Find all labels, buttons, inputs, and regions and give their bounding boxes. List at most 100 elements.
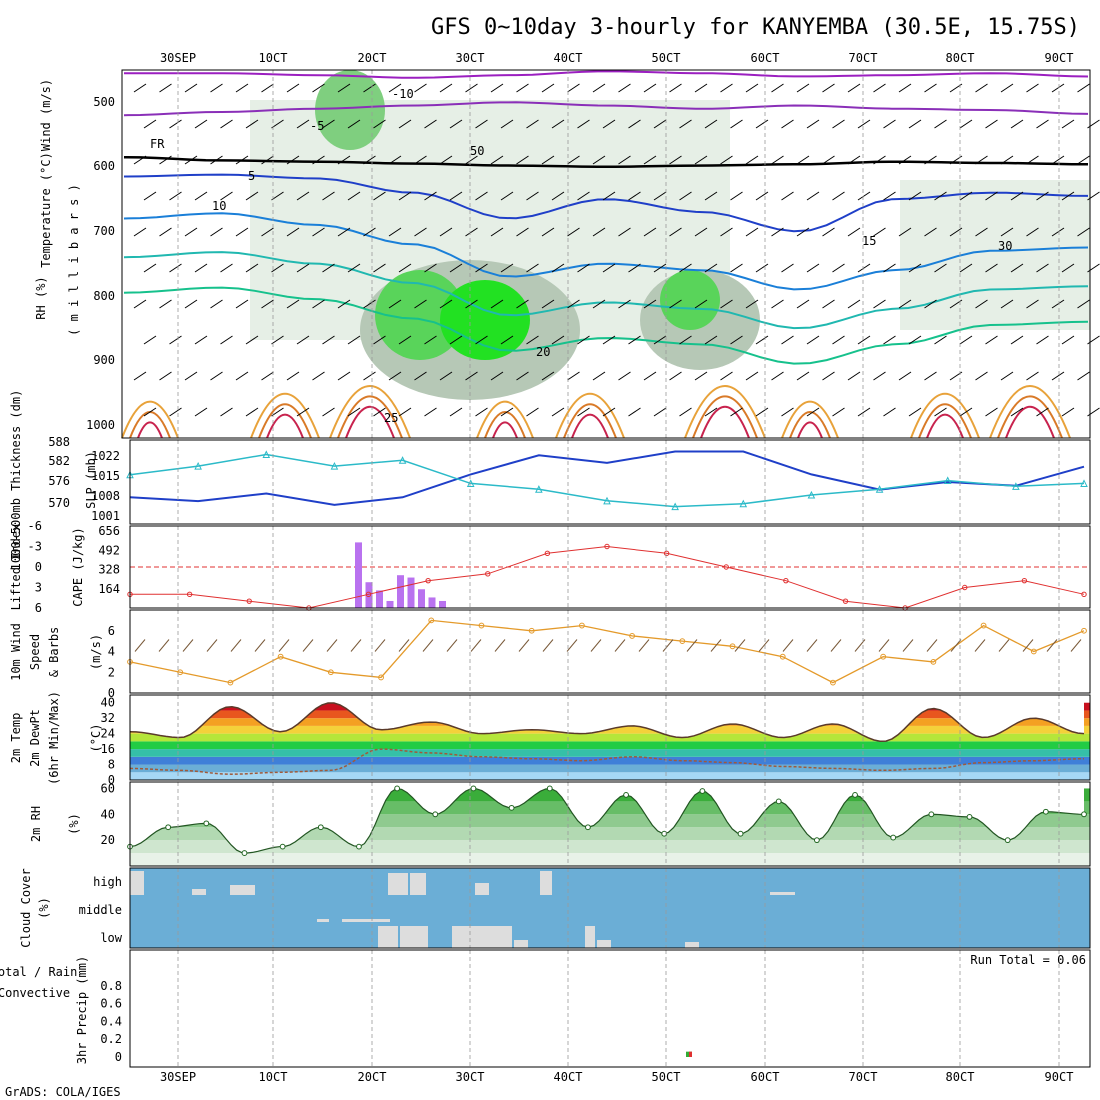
wind-barb	[261, 155, 274, 165]
wind-speed-point	[327, 669, 334, 676]
wind-barb	[541, 83, 555, 93]
wind-barb	[398, 263, 412, 273]
wind-barb	[771, 371, 784, 381]
wind-speed-axis-label: Speed	[28, 634, 42, 670]
wind-barb	[398, 191, 412, 201]
temp-tick: 0	[108, 773, 115, 787]
wind-barb	[194, 335, 208, 345]
wind-barb-10m	[758, 639, 770, 652]
wind-barb	[1051, 155, 1065, 165]
x-tick-top: 60CT	[751, 51, 780, 65]
wind-barb	[883, 263, 896, 273]
wind-barb	[220, 335, 233, 345]
contour-label: 25	[384, 411, 398, 425]
cape-bar	[407, 577, 415, 608]
wind-barb	[337, 371, 351, 381]
wind-barb	[934, 407, 947, 417]
lifted-index-point	[604, 543, 610, 550]
wind-barb-10m	[350, 639, 362, 652]
wind-barb	[245, 263, 259, 273]
isotherm-ten	[123, 212, 1089, 291]
lifted-index-point	[186, 591, 193, 598]
wind-barb	[694, 227, 708, 237]
x-tick-bottom: 10CT	[259, 1070, 288, 1084]
wind-barb	[133, 155, 147, 165]
wind-barb	[1051, 83, 1065, 93]
wind-barb	[235, 83, 249, 93]
temp-mask	[130, 695, 1084, 742]
wind-barb	[745, 371, 759, 381]
wind-barb	[465, 299, 478, 309]
rh2m-axis-label: 2m RH	[29, 806, 43, 842]
wind-barb	[312, 371, 325, 381]
wind-speed-point	[779, 653, 786, 660]
wind-barb	[235, 155, 249, 165]
wind-barb	[781, 335, 794, 345]
lifted-index-point	[723, 564, 729, 570]
wind-barb	[653, 263, 667, 273]
wind-barb	[806, 263, 820, 273]
contour-label: 20	[536, 345, 550, 359]
rh-point	[1042, 808, 1049, 815]
slp-marker	[603, 496, 611, 505]
wind-speed-point	[378, 674, 384, 681]
isotherm-surface	[918, 403, 972, 439]
wind-barb	[169, 191, 182, 201]
wind-barb	[1061, 119, 1075, 129]
wind-barb-10m	[302, 639, 314, 652]
wind-barb	[1036, 335, 1049, 345]
isotherm-surface	[989, 385, 1071, 439]
wind-barb	[1010, 191, 1024, 201]
wind-barb	[898, 83, 912, 93]
wind-barb	[220, 263, 233, 273]
wind-barb	[796, 227, 810, 237]
lifted-index-tick: 0	[35, 560, 42, 574]
panel-frame	[129, 867, 1091, 949]
contour-label: 50	[470, 144, 484, 158]
wind-barb-10m	[638, 639, 650, 652]
wind-barb	[526, 263, 539, 273]
wind-barb	[924, 155, 937, 165]
wind-barb	[490, 371, 504, 381]
wind-barb	[465, 83, 478, 93]
wind-barb	[1026, 155, 1039, 165]
wind-barb	[210, 371, 223, 381]
wind-barb	[500, 335, 514, 345]
wind-barb	[628, 119, 641, 129]
wind-barb	[271, 335, 284, 345]
wind-barb	[261, 371, 274, 381]
wind-barb	[296, 407, 310, 417]
wind-barb	[133, 83, 147, 93]
wind-barb	[643, 83, 657, 93]
wind-barb	[704, 407, 718, 417]
slp-marker	[875, 485, 884, 493]
cloud-block	[317, 919, 329, 922]
wind-barb	[184, 227, 198, 237]
wind-barb	[337, 227, 351, 237]
run-total-label: Run Total = 0.06	[970, 953, 1086, 967]
isotherm-warm	[123, 286, 1089, 365]
wind-barb	[1061, 191, 1075, 201]
wind-barb	[1010, 263, 1024, 273]
rh-point	[661, 830, 668, 837]
lifted-index-point	[842, 598, 849, 604]
wind-barb	[577, 119, 590, 129]
wind-barb	[322, 335, 335, 345]
wind-barb	[337, 299, 351, 309]
wind-speed-axis-label: & Barbs	[47, 627, 61, 678]
isotherm-surface	[337, 395, 403, 439]
wind-barb	[985, 191, 998, 201]
isotherm-surface	[492, 421, 518, 439]
wind-barb	[541, 227, 555, 237]
wind-barb	[526, 191, 539, 201]
slp-marker	[1080, 479, 1088, 487]
wind-barb	[694, 155, 708, 165]
rh-point	[546, 785, 553, 792]
wind-barb	[628, 191, 641, 201]
wind-barb	[143, 335, 157, 345]
isotherm-surface	[910, 393, 980, 439]
pressure-tick: 600	[93, 159, 115, 173]
temp-axis-label: 2m Temp	[9, 713, 23, 764]
precip-axis-label: 3hr Precip (mm)	[75, 956, 89, 1064]
wind-barb	[755, 407, 769, 417]
